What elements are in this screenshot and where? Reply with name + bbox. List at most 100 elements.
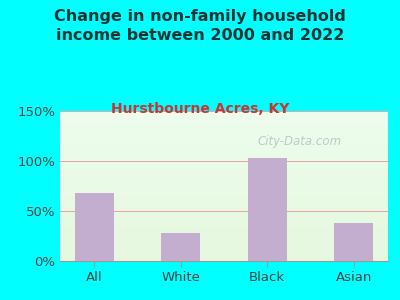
Bar (60, 157, 388, 158)
Bar (60, 192, 388, 193)
Bar (334, 223, 373, 261)
Bar (60, 212, 388, 213)
Bar (60, 252, 388, 253)
Bar (60, 151, 388, 152)
Bar (60, 153, 388, 154)
Bar (60, 167, 388, 168)
Bar (60, 228, 388, 229)
Bar (60, 248, 388, 249)
Bar (60, 188, 388, 189)
Bar (60, 209, 388, 210)
Bar (60, 221, 388, 222)
Bar (60, 160, 388, 161)
Bar (60, 246, 388, 247)
Bar (60, 195, 388, 196)
Bar (60, 189, 388, 190)
Bar (75, 193, 114, 261)
Bar (60, 208, 388, 209)
Bar (60, 194, 388, 195)
Bar (60, 218, 388, 219)
Bar (60, 200, 388, 201)
Bar (60, 164, 388, 165)
Bar (60, 152, 388, 153)
Bar (60, 210, 388, 211)
Bar (60, 132, 388, 133)
Bar (60, 202, 388, 203)
Bar (60, 177, 388, 178)
Bar (60, 116, 388, 117)
Bar (60, 220, 388, 221)
Bar (60, 140, 388, 141)
Bar (60, 233, 388, 234)
Bar (60, 191, 388, 192)
Bar (60, 142, 388, 143)
Bar (60, 204, 388, 205)
Bar (60, 174, 388, 175)
Bar (60, 162, 388, 163)
Bar (60, 238, 388, 239)
Bar (60, 214, 388, 215)
Bar (60, 181, 388, 182)
Bar (60, 163, 388, 164)
Bar (60, 236, 388, 237)
Bar (60, 213, 388, 214)
Bar (60, 256, 388, 257)
Bar (60, 255, 388, 256)
Bar (60, 219, 388, 220)
Bar (60, 207, 388, 208)
Bar (60, 124, 388, 125)
Bar (60, 193, 388, 194)
Bar (60, 165, 388, 166)
Bar (60, 141, 388, 142)
Bar (60, 134, 388, 135)
Bar (60, 250, 388, 251)
Bar (60, 120, 388, 121)
Bar (60, 175, 388, 176)
Bar (60, 118, 388, 119)
Bar (60, 166, 388, 167)
Bar (60, 154, 388, 155)
Bar (60, 126, 388, 127)
Bar (60, 147, 388, 148)
Bar (60, 235, 388, 236)
Bar (60, 127, 388, 128)
Bar (60, 159, 388, 160)
Bar (60, 135, 388, 136)
Bar (60, 128, 388, 129)
Bar (60, 123, 388, 124)
Bar (60, 241, 388, 242)
Bar (60, 122, 388, 123)
Bar (60, 150, 388, 151)
Text: City-Data.com: City-Data.com (257, 134, 342, 148)
Bar (60, 254, 388, 255)
Bar (161, 233, 200, 261)
Bar (60, 211, 388, 212)
Bar (60, 169, 388, 170)
Bar (60, 222, 388, 223)
Bar (60, 253, 388, 254)
Bar (60, 258, 388, 259)
Bar (60, 158, 388, 159)
Bar (60, 146, 388, 147)
Bar (60, 115, 388, 116)
Bar (60, 130, 388, 131)
Bar (60, 187, 388, 188)
Bar (60, 234, 388, 235)
Bar (60, 171, 388, 172)
Text: Change in non-family household
income between 2000 and 2022: Change in non-family household income be… (54, 9, 346, 43)
Bar (60, 237, 388, 238)
Bar (60, 259, 388, 260)
Bar (60, 217, 388, 218)
Bar (60, 148, 388, 149)
Bar (60, 202, 388, 203)
Bar (60, 113, 388, 114)
Bar (60, 125, 388, 126)
Bar (60, 239, 388, 240)
Bar (60, 198, 388, 199)
Bar (60, 245, 388, 246)
Text: Hurstbourne Acres, KY: Hurstbourne Acres, KY (111, 102, 289, 116)
Bar (60, 118, 388, 119)
Bar (60, 184, 388, 185)
Bar (60, 143, 388, 144)
Bar (60, 247, 388, 248)
